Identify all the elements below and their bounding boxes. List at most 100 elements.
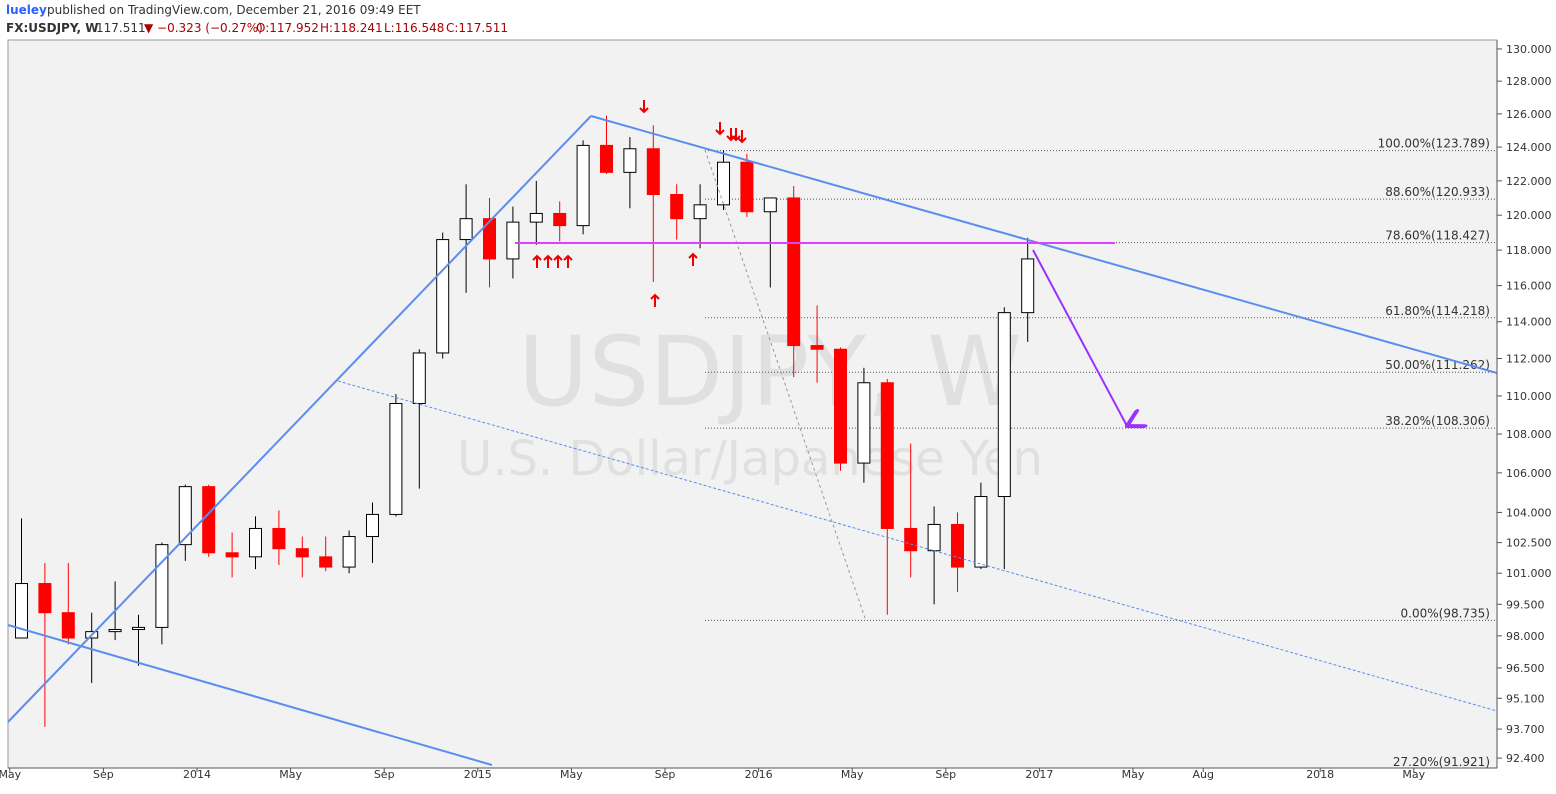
candle-body [178, 486, 192, 546]
candle-body [646, 148, 660, 196]
x-tick-label: May [279, 768, 302, 781]
candle-body [272, 527, 286, 550]
x-tick-label: Sep [655, 768, 676, 781]
y-tick-label: 108.000 [1506, 428, 1552, 441]
drawings [7, 115, 1497, 766]
x-tick-label: 2014 [183, 768, 211, 781]
fib-label: 61.80%(114.218) [1385, 304, 1490, 318]
x-tick-label: 2018 [1306, 768, 1334, 781]
y-tick-label: 124.000 [1506, 141, 1552, 154]
candle-body [366, 513, 379, 538]
candle-body [342, 536, 356, 568]
last: 117.511 [96, 21, 146, 35]
candle-body [202, 486, 216, 554]
candle-body [483, 218, 496, 260]
candle-body [810, 345, 824, 350]
y-tick-label: 95.100 [1506, 692, 1545, 705]
signal-arrows [532, 100, 747, 307]
candle-body [436, 239, 450, 354]
x-tick-label: 2017 [1025, 768, 1053, 781]
y-tick-label: 110.000 [1506, 390, 1552, 403]
y-tick-label: 106.000 [1506, 467, 1552, 480]
change: ▼ −0.323 (−0.27%) [144, 21, 263, 35]
x-tick-label: May [0, 768, 22, 781]
y-tick-label: 114.000 [1506, 316, 1552, 329]
candle-body [1021, 258, 1035, 314]
candle-body [319, 556, 333, 568]
x-tick-label: May [841, 768, 864, 781]
candle-body [38, 583, 52, 614]
y-tick-label: 104.000 [1506, 506, 1552, 519]
author: lueley [6, 3, 47, 17]
published: published on TradingView.com, December 2… [47, 3, 421, 17]
candle-body [927, 523, 941, 552]
candle-body [529, 212, 543, 223]
x-tick-label: 2016 [745, 768, 773, 781]
candle-body [132, 626, 145, 631]
watermark: USDJPY, W [518, 316, 1022, 428]
fib-label: 0.00%(98.735) [1401, 606, 1490, 620]
candle-body [15, 583, 28, 639]
y-tick-label: 116.000 [1506, 280, 1552, 293]
y-tick-label: 98.000 [1506, 630, 1545, 643]
candle-body [295, 548, 309, 558]
candle-body [974, 496, 988, 568]
candle-body [412, 352, 426, 404]
y-tick-label: 96.500 [1506, 662, 1545, 675]
fib-label: 50.00%(111.262) [1385, 358, 1490, 372]
candle-body [249, 527, 262, 558]
x-tick-label: May [560, 768, 583, 781]
candle-body [740, 161, 754, 213]
candle-body [225, 552, 239, 558]
candle-body [600, 144, 613, 173]
x-tick-label: 2015 [464, 768, 492, 781]
y-tick-label: 101.000 [1506, 567, 1552, 580]
open: O:117.952 [256, 21, 319, 35]
trendline [7, 115, 592, 723]
candle-body [763, 197, 777, 213]
y-tick-label: 99.500 [1506, 598, 1545, 611]
candle-body [834, 348, 847, 464]
candle-body [389, 402, 403, 515]
y-tick-label: 122.000 [1506, 175, 1552, 188]
candle-body [459, 218, 473, 241]
close: C:117.511 [446, 21, 508, 35]
candle-body [717, 161, 730, 206]
y-tick-label: 128.000 [1506, 75, 1552, 88]
candle-body [108, 629, 122, 633]
y-tick-label: 126.000 [1506, 108, 1552, 121]
high: H:118.241 [320, 21, 383, 35]
projection-arrow [1032, 249, 1127, 426]
fib-label: 38.20%(108.306) [1385, 414, 1490, 428]
watermark-sub: U.S. Dollar/Japanese Yen [457, 431, 1043, 487]
x-tick-label: Aug [1192, 768, 1213, 781]
candle-body [951, 523, 964, 568]
low: L:116.548 [384, 21, 444, 35]
symbol: FX:USDJPY, W [6, 21, 99, 35]
y-tick-label: 93.700 [1506, 723, 1545, 736]
fib-base [704, 149, 866, 619]
candle-body [857, 382, 871, 464]
y-tick-label: 92.400 [1506, 752, 1545, 765]
y-tick-label: 120.000 [1506, 209, 1552, 222]
x-tick-label: Sep [935, 768, 956, 781]
candle-body [787, 197, 801, 347]
fib-label: 100.00%(123.789) [1378, 137, 1490, 151]
candle-body [506, 221, 520, 260]
x-tick-label: May [1122, 768, 1145, 781]
candle-body [553, 212, 567, 227]
fib-label: 27.20%(91.921) [1393, 755, 1490, 769]
fib-label: 78.60%(118.427) [1385, 229, 1490, 243]
x-tick-label: Sep [374, 768, 395, 781]
fib-label: 88.60%(120.933) [1385, 185, 1490, 199]
channel-line [337, 380, 1497, 712]
candle-body [623, 148, 637, 173]
y-tick-label: 102.500 [1506, 537, 1552, 550]
y-tick-label: 130.000 [1506, 43, 1552, 56]
candle-body [693, 204, 707, 220]
x-tick-label: May [1402, 768, 1425, 781]
candle-body [880, 382, 894, 529]
y-tick-label: 112.000 [1506, 352, 1552, 365]
candle-body [576, 144, 590, 227]
